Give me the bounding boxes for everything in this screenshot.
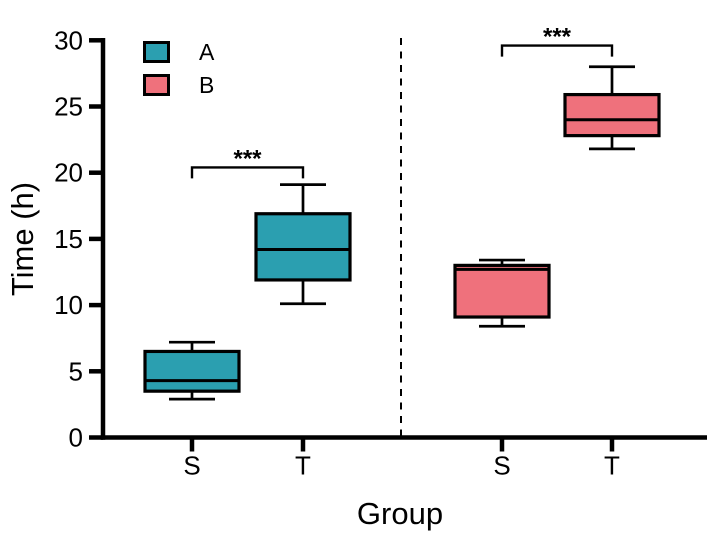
legend-swatch-a-icon <box>143 41 170 63</box>
significance-stars-B: *** <box>543 24 572 51</box>
legend-item-b: B <box>143 72 215 98</box>
y-tick-label: 30 <box>54 25 83 55</box>
y-tick-label: 25 <box>54 92 83 122</box>
legend-label-a: A <box>199 39 215 65</box>
significance-bracket-A <box>190 166 305 179</box>
significance-bracket-B <box>500 44 614 57</box>
x-tick-label: T <box>604 451 620 481</box>
box-A-S <box>143 349 241 393</box>
legend: A B <box>143 39 215 98</box>
y-tick-label: 0 <box>69 423 83 453</box>
legend-label-b: B <box>199 72 215 98</box>
legend-item-a: A <box>143 39 215 65</box>
x-tick-label: S <box>493 451 510 481</box>
x-tick-label: S <box>183 451 200 481</box>
y-tick-label: 5 <box>69 356 83 386</box>
box-B-S <box>453 263 551 319</box>
x-axis-title: Group <box>356 496 444 531</box>
y-tick-label: 15 <box>54 224 83 254</box>
box-B-T <box>563 92 661 138</box>
y-tick-label: 10 <box>54 290 83 320</box>
y-axis-title: Time (h) <box>5 181 40 297</box>
box-A-T <box>254 212 352 282</box>
legend-swatch-b-icon <box>143 74 170 96</box>
x-tick-label: T <box>295 451 311 481</box>
significance-stars-A: *** <box>233 145 262 172</box>
y-tick-label: 20 <box>54 158 83 188</box>
